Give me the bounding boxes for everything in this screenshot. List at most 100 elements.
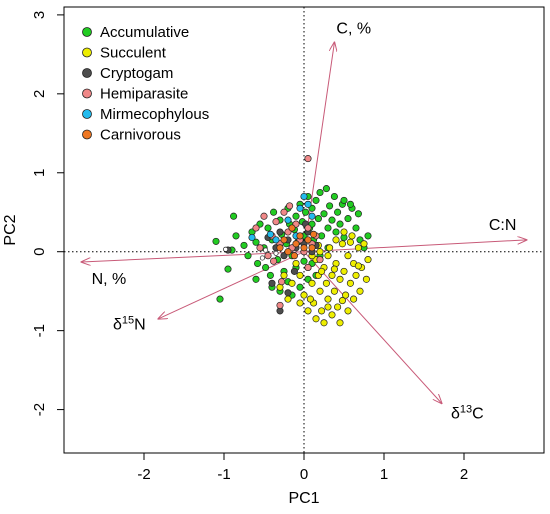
data-point (352, 271, 360, 279)
data-point (264, 224, 272, 232)
data-point (312, 196, 320, 204)
data-point (270, 257, 278, 265)
data-point (259, 255, 265, 261)
data-point (212, 237, 220, 245)
legend-label: Succulent (100, 45, 167, 62)
y-tick-label: 1 (31, 169, 48, 177)
data-point (296, 299, 304, 307)
data-point (330, 265, 338, 273)
y-axis: -2 -1 0 1 2 3 (31, 11, 64, 416)
data-point (276, 228, 284, 236)
data-point (280, 271, 288, 279)
data-point (280, 236, 288, 244)
data-point (278, 278, 286, 286)
data-point (346, 279, 354, 287)
data-point (224, 265, 232, 273)
legend-label: Mirmecophylous (100, 106, 209, 123)
data-point (232, 232, 240, 240)
data-point (284, 216, 292, 224)
data-point (308, 212, 316, 220)
data-point (334, 208, 342, 216)
data-point (316, 287, 324, 295)
x-axis: -2 -1 0 1 2 (137, 453, 468, 483)
data-point (216, 295, 224, 303)
data-point (340, 228, 348, 236)
data-point (326, 202, 334, 210)
data-point (308, 244, 316, 252)
data-point (332, 236, 340, 244)
loading-arrows: C, % C:N N, % δ15N δ13C (82, 21, 527, 423)
data-point (300, 291, 308, 299)
data-point (280, 208, 288, 216)
data-point (266, 271, 274, 279)
y-tick-label: 3 (31, 11, 48, 19)
legend-marker (82, 47, 92, 58)
data-point (230, 212, 238, 220)
data-point (364, 256, 372, 264)
data-point (260, 212, 268, 220)
data-point (314, 215, 322, 223)
loading-label: N, % (92, 271, 127, 288)
data-point (360, 240, 368, 248)
data-point (286, 202, 294, 210)
data-point (300, 192, 308, 201)
data-point (354, 262, 362, 270)
data-point (252, 224, 260, 232)
data-point (356, 287, 364, 295)
data-point (354, 210, 362, 218)
data-point (310, 230, 318, 238)
y-tick-label: -1 (31, 324, 48, 337)
data-point (316, 248, 324, 256)
data-point (284, 248, 292, 256)
data-point (273, 250, 279, 256)
data-point (336, 275, 344, 283)
y-tick-label: 0 (31, 248, 48, 256)
legend-marker (82, 27, 92, 37)
data-point (326, 244, 334, 252)
legend-label: Hemiparasite (100, 86, 188, 103)
legend-label: Carnivorous (100, 127, 181, 144)
data-point (268, 279, 276, 287)
data-point (362, 275, 370, 283)
data-point (316, 256, 324, 264)
data-point (346, 200, 354, 208)
data-point (288, 279, 296, 287)
data-point (304, 200, 312, 208)
data-point (300, 257, 308, 265)
data-point (318, 307, 326, 315)
data-point (240, 241, 248, 249)
data-point (352, 224, 360, 232)
data-point (262, 263, 270, 272)
data-point (340, 196, 348, 204)
data-point (270, 208, 278, 216)
data-point (272, 218, 280, 226)
data-point (284, 289, 292, 297)
loading-arrow (303, 240, 526, 253)
loading-label: C, % (336, 21, 371, 38)
data-point (344, 307, 352, 315)
y-axis-title: PC2 (2, 214, 19, 245)
loading-arrow (158, 251, 305, 319)
data-point (340, 267, 348, 275)
legend-label: Accumulative (100, 24, 189, 41)
data-point (354, 244, 362, 252)
data-point (322, 279, 330, 287)
data-point (296, 283, 304, 291)
legend-marker (82, 68, 92, 78)
loading-label: C:N (489, 217, 517, 234)
loading-arrow (303, 251, 442, 404)
data-point (324, 224, 332, 232)
data-point (296, 232, 304, 240)
data-point (300, 244, 308, 252)
data-point (252, 275, 260, 283)
data-point (324, 295, 332, 303)
data-point (324, 252, 332, 260)
data-point (304, 155, 312, 163)
data-point (328, 271, 336, 279)
data-point (350, 295, 358, 303)
data-point (364, 232, 372, 240)
data-point (304, 263, 312, 272)
legend: Accumulative Succulent Cryptogam Hemiparasi… (82, 24, 209, 144)
legend-label: Cryptogam (100, 65, 173, 82)
loading-label: δ13C (451, 404, 484, 423)
